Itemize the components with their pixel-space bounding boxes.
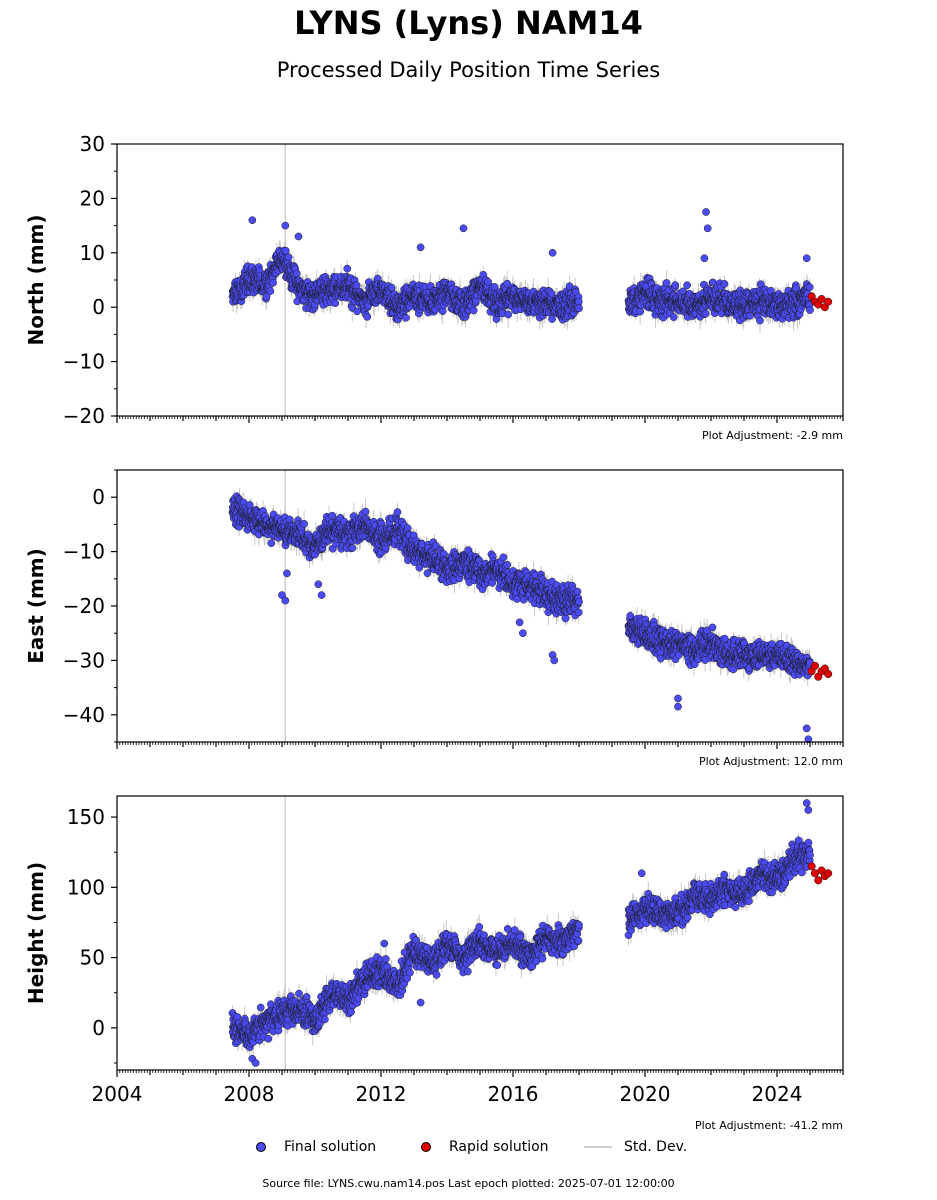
final-solution-point — [636, 307, 645, 316]
y-axis-label: North (mm) — [24, 214, 48, 345]
y-tick-label: 0 — [92, 295, 105, 319]
final-solution-point — [575, 304, 583, 313]
final-solution-point — [266, 287, 275, 295]
final-solution-point — [281, 246, 290, 255]
chart-subtitle: Processed Daily Position Time Series — [276, 58, 661, 82]
y-tick-label: 10 — [80, 241, 105, 265]
final-solution-outlier — [248, 216, 257, 225]
final-solution-point — [805, 283, 814, 291]
final-solution-point — [548, 315, 556, 323]
final-solution-outlier — [702, 208, 710, 216]
final-solution-point — [284, 253, 293, 262]
final-solution-point — [745, 311, 754, 320]
final-solution-point — [353, 307, 361, 316]
final-solution-point — [671, 281, 680, 289]
final-solution-points — [228, 208, 814, 325]
final-solution-point — [806, 306, 814, 314]
final-solution-point — [267, 539, 276, 548]
final-solution-point — [262, 292, 271, 301]
north-panel: −20 −10 0 10 20 30 North (mm) — [24, 132, 844, 428]
final-solution-outlier — [459, 224, 468, 233]
final-solution-outlier — [416, 243, 425, 252]
final-solution-outlier — [802, 254, 811, 263]
final-solution-point — [701, 309, 710, 318]
final-solution-point — [363, 312, 372, 321]
final-solution-point — [683, 281, 691, 290]
final-solution-point — [504, 310, 513, 319]
chart-title: LYNS (Lyns) NAM14 — [294, 4, 643, 42]
final-solution-point — [328, 511, 337, 520]
final-solution-point — [402, 313, 410, 322]
final-solution-outlier — [281, 221, 290, 230]
final-solution-point — [292, 269, 301, 278]
final-solution-point — [387, 283, 396, 292]
final-solution-outlier — [548, 248, 557, 257]
final-solution-point — [469, 306, 478, 315]
y-tick-label: 30 — [80, 132, 105, 156]
final-solution-point — [720, 280, 729, 288]
final-solution-point — [662, 279, 671, 287]
rapid-solution-point — [824, 297, 833, 306]
y-tick-label: 20 — [80, 186, 105, 210]
final-solution-point — [269, 278, 277, 287]
final-solution-point — [352, 281, 361, 290]
final-solution-point — [348, 544, 357, 552]
final-solution-outlier — [703, 224, 712, 233]
final-solution-point — [245, 501, 254, 509]
final-solution-outlier — [700, 254, 709, 263]
final-solution-point — [756, 316, 764, 325]
final-solution-point — [300, 519, 308, 528]
final-solution-point — [343, 264, 352, 273]
y-tick-label: −20 — [63, 404, 105, 428]
final-solution-point — [574, 297, 583, 306]
final-solution-point — [669, 313, 678, 322]
final-solution-point — [331, 299, 340, 308]
final-solution-points — [228, 492, 814, 744]
y-tick-label: −10 — [63, 350, 105, 374]
final-solution-outlier — [294, 232, 303, 241]
